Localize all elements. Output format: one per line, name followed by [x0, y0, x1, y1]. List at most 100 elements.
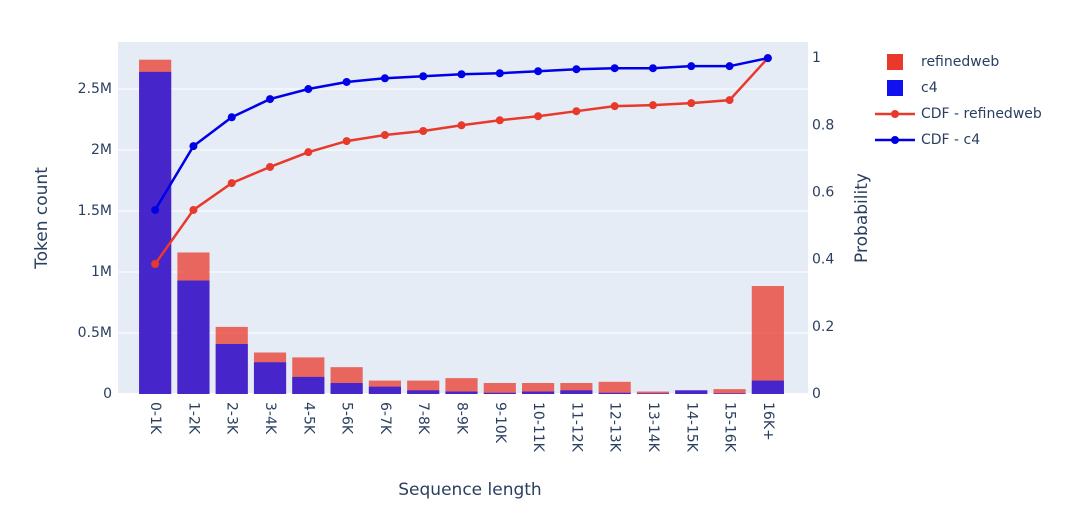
cdf-marker: [189, 142, 198, 151]
x-tick-label: 9-10K: [492, 402, 508, 444]
x-axis-title: Sequence length: [398, 480, 541, 500]
cdf-marker: [610, 64, 619, 73]
y2-axis-title: Probability: [852, 173, 872, 263]
cdf-marker: [304, 85, 313, 94]
x-tick-label: 14-15K: [683, 402, 699, 453]
y-tick-label: 1M: [91, 264, 112, 280]
bar: [330, 383, 363, 394]
cdf-marker: [725, 96, 734, 105]
bar: [177, 280, 210, 394]
cdf-marker: [227, 113, 236, 122]
legend-swatch: [887, 54, 903, 70]
legend-label: CDF - refinedweb: [921, 106, 1042, 122]
cdf-marker: [304, 148, 313, 157]
cdf-marker: [610, 102, 619, 111]
x-tick-label: 6-7K: [377, 402, 393, 435]
x-tick-label: 3-4K: [262, 402, 278, 435]
bar: [560, 383, 593, 394]
cdf-marker: [648, 101, 657, 110]
cdf-marker: [572, 65, 581, 74]
y2-tick-label: 0.8: [812, 117, 834, 133]
cdf-marker: [380, 131, 389, 140]
cdf-marker: [266, 95, 275, 104]
cdf-marker: [572, 107, 581, 116]
y2-tick-label: 0.2: [812, 319, 834, 335]
x-tick-label: 10-11K: [530, 402, 546, 453]
cdf-marker: [151, 260, 160, 269]
cdf-marker: [687, 62, 696, 71]
legend-item: refinedweb: [887, 54, 999, 70]
x-tick-label: 15-16K: [722, 402, 738, 453]
cdf-marker: [419, 72, 428, 81]
bar: [522, 391, 555, 394]
bar: [522, 383, 555, 394]
cdf-marker: [534, 112, 543, 121]
bar: [483, 392, 516, 394]
y-tick-label: 0.5M: [78, 325, 112, 341]
bar: [713, 389, 746, 394]
bar: [368, 386, 401, 394]
bar: [445, 378, 478, 394]
x-tick-label: 2-3K: [224, 402, 240, 435]
bar: [636, 393, 670, 394]
cdf-marker: [495, 69, 504, 78]
y2-tick-label: 1: [812, 50, 821, 66]
legend-item: CDF - refinedweb: [875, 106, 1042, 122]
legend-swatch: [891, 136, 899, 144]
bar: [445, 391, 478, 394]
bar: [713, 393, 746, 394]
bar: [560, 390, 593, 394]
legend-swatch: [887, 80, 903, 96]
cdf-marker: [495, 116, 504, 125]
bar: [751, 286, 784, 394]
y2-tick-label: 0: [812, 386, 821, 402]
y2-tick-label: 0.4: [812, 252, 834, 268]
legend-item: c4: [887, 80, 938, 96]
y-tick-label: 2.5M: [78, 81, 112, 97]
cdf-marker: [534, 67, 543, 76]
legend-swatch: [891, 110, 899, 118]
bar: [598, 392, 631, 394]
x-tick-label: 13-14K: [645, 402, 661, 453]
x-tick-label: 16K+: [760, 402, 776, 441]
cdf-marker: [227, 179, 236, 188]
cdf-marker: [457, 121, 466, 130]
cdf-marker: [687, 99, 696, 108]
bar: [407, 390, 440, 394]
bar: [598, 381, 631, 394]
cdf-marker: [419, 127, 428, 136]
legend-label: CDF - c4: [921, 132, 980, 148]
x-tick-label: 4-5K: [300, 402, 316, 435]
x-tick-label: 11-12K: [568, 402, 584, 453]
y-tick-label: 0: [103, 386, 112, 402]
cdf-marker: [266, 162, 275, 171]
cdf-marker: [725, 62, 734, 71]
bar: [636, 391, 670, 394]
legend-label: c4: [921, 80, 938, 96]
bar: [253, 362, 287, 394]
bar: [139, 71, 172, 394]
cdf-marker: [342, 137, 351, 146]
x-tick-label: 8-9K: [454, 402, 470, 435]
y-tick-label: 1.5M: [78, 203, 112, 219]
cdf-marker: [380, 74, 389, 83]
bar: [751, 380, 784, 394]
bar: [292, 376, 325, 394]
cdf-marker: [763, 54, 772, 63]
bar: [675, 390, 708, 394]
x-tick-label: 0-1K: [147, 402, 163, 435]
bar: [215, 343, 248, 394]
cdf-marker: [151, 205, 160, 214]
legend-item: CDF - c4: [875, 132, 980, 148]
y2-tick-label: 0.6: [812, 184, 834, 200]
x-tick-label: 12-13K: [607, 402, 623, 453]
x-tick-label: 1-2K: [185, 402, 201, 435]
x-tick-label: 7-8K: [415, 402, 431, 435]
cdf-marker: [189, 205, 198, 214]
cdf-marker: [648, 64, 657, 73]
cdf-marker: [457, 70, 466, 79]
x-tick-label: 5-6K: [339, 402, 355, 435]
legend-label: refinedweb: [921, 54, 999, 70]
bar: [483, 383, 516, 394]
